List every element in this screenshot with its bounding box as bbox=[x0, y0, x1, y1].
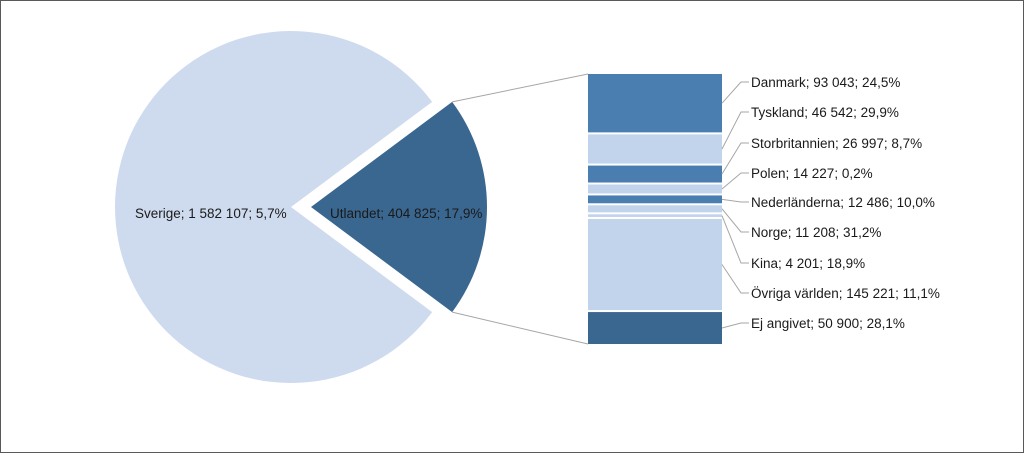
leader-line-storbritannien bbox=[721, 142, 749, 175]
bar-segment-ej-angivet bbox=[588, 312, 722, 344]
bar-label-norge: Norge; 11 208; 31,2% bbox=[751, 225, 881, 240]
leader-line-tyskland bbox=[721, 111, 749, 150]
bar-label-tyskland: Tyskland; 46 542; 29,9% bbox=[751, 105, 899, 120]
bar-label-danmark: Danmark; 93 043; 24,5% bbox=[751, 75, 900, 90]
bar-label-polen: Polen; 14 227; 0,2% bbox=[751, 166, 873, 181]
bar-segment-nederlanderna bbox=[588, 195, 722, 204]
bar-label-ej-angivet: Ej angivet; 50 900; 28,1% bbox=[751, 316, 905, 331]
bar-segment-kina bbox=[588, 214, 722, 217]
bar-segment-tyskland bbox=[588, 134, 722, 164]
leader-line-ej-angivet bbox=[721, 322, 749, 329]
bar-label-nederlanderna: Nederländerna; 12 486; 10,0% bbox=[751, 195, 935, 210]
bar-segment-danmark bbox=[588, 74, 722, 133]
connector-line-top bbox=[452, 73, 589, 103]
leader-line-danmark bbox=[721, 81, 749, 104]
pie-label-sverige: Sverige; 1 582 107; 5,7% bbox=[135, 206, 287, 221]
bar-label-storbritannien: Storbritannien; 26 997; 8,7% bbox=[751, 136, 922, 151]
bar-segment-ovriga-varlden bbox=[588, 218, 722, 311]
leader-line-ovriga-varlden bbox=[721, 264, 749, 294]
bar-label-ovriga-varlden: Övriga världen; 145 221; 11,1% bbox=[751, 286, 940, 301]
bar-segment-polen bbox=[588, 184, 722, 194]
leader-line-polen bbox=[721, 172, 749, 190]
pie-slice-sverige bbox=[115, 31, 433, 384]
leader-line-norge bbox=[721, 208, 749, 233]
leader-line-kina bbox=[721, 215, 749, 264]
pie-slice-utlandet bbox=[311, 101, 487, 313]
connector-line-bottom bbox=[452, 311, 589, 345]
leader-line-nederlanderna bbox=[721, 198, 749, 203]
pie-label-utlandet: Utlandet; 404 825; 17,9% bbox=[330, 206, 482, 221]
bar-segment-norge bbox=[588, 205, 722, 213]
bar-segment-storbritannien bbox=[588, 165, 722, 183]
bar-label-kina: Kina; 4 201; 18,9% bbox=[751, 256, 865, 271]
